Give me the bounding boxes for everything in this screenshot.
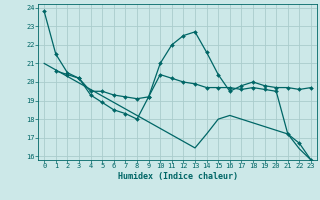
X-axis label: Humidex (Indice chaleur): Humidex (Indice chaleur) — [118, 172, 238, 181]
